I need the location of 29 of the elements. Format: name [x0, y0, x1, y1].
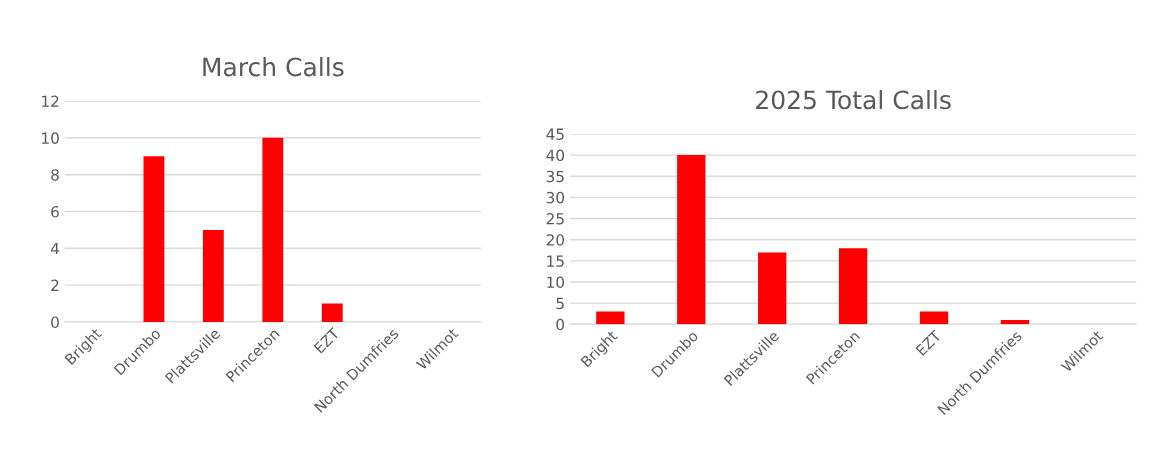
chart-title: 2025 Total Calls — [756, 89, 951, 110]
y-tick-label: 25 — [546, 213, 564, 225]
bar — [596, 311, 625, 325]
bar — [758, 252, 787, 325]
bar — [838, 248, 868, 325]
bar — [1000, 320, 1030, 325]
y-tick-label: 0 — [51, 316, 59, 328]
y-tick-label: 6 — [51, 205, 59, 218]
y-tick-label: 10 — [547, 276, 565, 289]
y-tick-label: 5 — [556, 297, 564, 310]
bar — [677, 155, 706, 325]
y-tick-label: 12 — [42, 95, 59, 107]
y-tick-label: 45 — [546, 128, 564, 140]
y-tick-label: 8 — [51, 169, 59, 181]
y-tick-label: 2 — [51, 279, 59, 291]
bar — [919, 311, 949, 325]
chart-title: March Calls — [203, 57, 344, 77]
y-tick-label: 30 — [546, 191, 565, 204]
bar — [202, 229, 224, 322]
bar — [262, 137, 284, 322]
y-tick-label: 40 — [546, 149, 565, 162]
y-tick-label: 10 — [42, 132, 59, 144]
y-tick-label: 15 — [547, 255, 564, 267]
y-tick-label: 35 — [546, 170, 564, 183]
bar — [321, 303, 343, 322]
y-tick-label: 4 — [50, 242, 60, 255]
y-tick-label: 0 — [556, 318, 565, 331]
y-tick-label: 20 — [546, 234, 565, 246]
bar — [143, 156, 165, 322]
